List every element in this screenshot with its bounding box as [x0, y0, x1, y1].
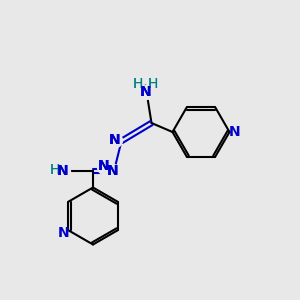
Text: N: N	[57, 164, 69, 178]
Text: N: N	[58, 226, 70, 240]
Text: N: N	[109, 133, 121, 146]
Text: N: N	[57, 164, 69, 178]
Text: N: N	[98, 160, 109, 173]
Text: H: H	[148, 77, 158, 91]
Text: N: N	[109, 133, 121, 146]
Text: H: H	[50, 163, 60, 176]
Text: N: N	[98, 160, 109, 173]
Text: N: N	[140, 85, 151, 98]
Text: H: H	[133, 77, 143, 91]
Text: H: H	[50, 163, 60, 176]
Text: N: N	[107, 164, 118, 178]
Text: H: H	[148, 77, 158, 91]
Text: H: H	[133, 77, 143, 91]
Text: N: N	[107, 164, 118, 178]
Text: N: N	[229, 125, 241, 139]
Text: N: N	[140, 85, 151, 98]
